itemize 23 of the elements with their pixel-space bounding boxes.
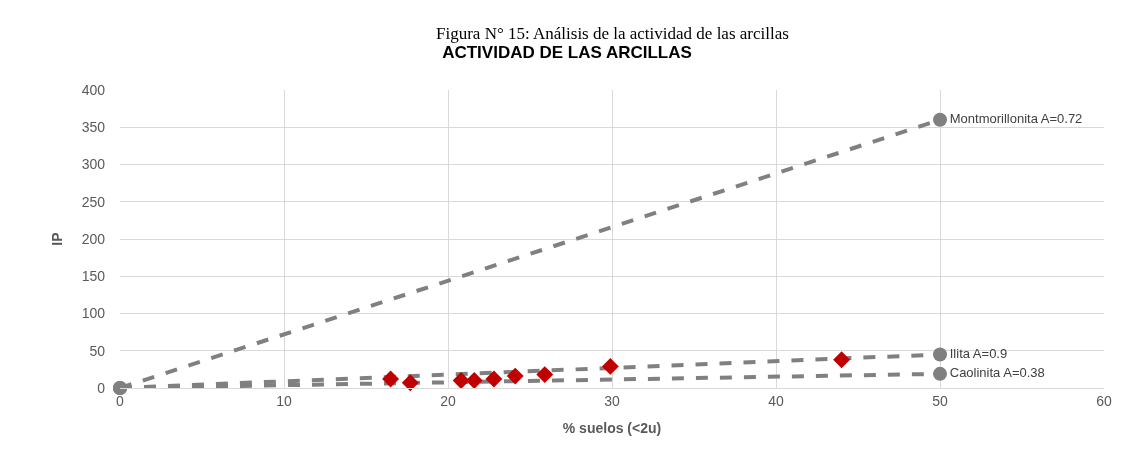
y-tick-label: 250 — [81, 193, 106, 210]
text: Figura N° 15: Análisis de la actividad de las arcillas — [436, 24, 789, 43]
y-tick-label: 400 — [81, 81, 106, 98]
y-tick-label: 50 — [89, 342, 106, 359]
x-tick-label: 40 — [768, 392, 784, 409]
y-tick-label: 300 — [81, 156, 106, 173]
y-tick-label: 0 — [97, 379, 106, 396]
series-label: Ilita A=0.9 — [949, 345, 1008, 361]
y-axis-title: IP — [49, 232, 66, 246]
series-label: Caolinita A=0.38 — [949, 365, 1045, 381]
x-tick-label: 30 — [604, 392, 620, 409]
y-tick-label: 200 — [81, 230, 106, 247]
x-axis-title: % suelos (<2u) — [562, 420, 662, 437]
x-tick-label: 20 — [440, 392, 456, 409]
x-tick-label: 10 — [276, 392, 292, 409]
x-tick-label: 50 — [932, 392, 948, 409]
y-tick-label: 350 — [81, 119, 106, 136]
series-label: Montmorillonita A=0.72 — [949, 111, 1083, 127]
x-tick-label: 0 — [116, 392, 125, 409]
chart-title: ACTIVIDAD DE LAS ARCILLAS — [442, 42, 692, 62]
y-tick-label: 100 — [81, 305, 106, 322]
y-tick-label: 150 — [81, 268, 106, 285]
x-tick-label: 60 — [1096, 392, 1112, 409]
